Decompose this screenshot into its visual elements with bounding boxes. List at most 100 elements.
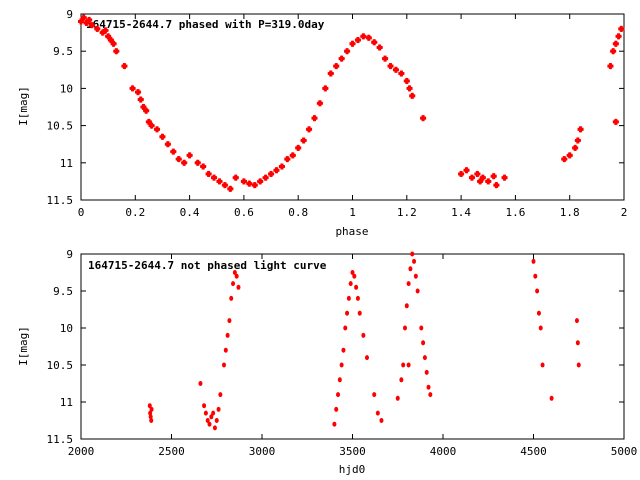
unphased-data-point [207,421,212,427]
phased-data-point [289,152,297,159]
phased-data-point [322,85,329,92]
unphased-data-point [402,325,407,331]
unphased-data-point [149,418,154,423]
unphased-data-point [404,303,409,309]
phased-data-point [406,85,413,92]
phased-data-point [186,152,193,159]
unphased-data-point [334,406,339,412]
phased-data-point [273,166,280,174]
unphased-data-point [205,418,210,423]
unphased-data-point [350,270,355,275]
unphased-y-tick-label: 11.5 [47,433,74,446]
phased-y-tick-label: 9 [66,8,73,21]
unphased-data-point [223,347,228,353]
unphased-data-point [410,251,415,257]
phased-data-point [609,47,617,55]
phased-data-point [566,152,573,159]
unphased-data-point [361,332,366,338]
phased-y-tick-label: 10.5 [47,120,74,133]
phased-data-point [392,66,400,74]
phased-data-point [251,181,259,189]
phased-data-point [338,55,345,62]
phased-data-point [316,100,324,107]
phased-data-point [360,33,367,40]
unphased-data-point [536,310,541,316]
unphased-data-point [148,414,153,420]
unphased-x-tick-label: 4000 [430,445,457,458]
unphased-x-tick-label: 3500 [339,445,366,458]
phased-data-point [354,36,362,44]
unphased-data-point [399,377,404,383]
phased-data-point [571,144,579,152]
unphased-data-point [149,406,154,412]
phased-y-tick-label: 9.5 [53,45,73,58]
unphased-data-point [426,384,431,390]
phased-data-point [278,163,286,170]
phased-data-point [408,92,416,100]
unphased-data-point [348,281,353,287]
phased-y-tick-label: 10 [60,82,73,95]
unphased-data-point [346,295,351,301]
phased-chart-title: 164715-2644.7 phased with P=319.0day [86,18,325,31]
phased-data-point [574,137,582,144]
phased-data-point [153,126,161,133]
unphased-data-point [357,310,362,316]
unphased-y-tick-label: 10.5 [47,359,74,372]
phased-data-point [240,178,248,185]
unphased-data-point [419,325,424,331]
phased-x-tick-label: 1.2 [397,206,417,219]
unphased-data-point [336,392,341,398]
unphased-chart-title: 164715-2644.7 not phased light curve [88,259,327,272]
phased-data-point [311,114,318,122]
phased-chart: 164715-2644.7 phased with P=319.0day pha… [17,8,627,238]
phased-data-point [142,107,150,114]
unphased-data-point [421,340,426,346]
phased-data-point [376,44,383,51]
phased-data-point [327,70,335,77]
unphased-y-tick-label: 9 [66,248,73,261]
phased-data-point [468,174,476,181]
phased-data-point [370,39,378,46]
phased-y-axis-label: I[mag] [17,86,30,126]
phased-x-axis-label: phase [335,225,368,238]
unphased-data-point [531,258,536,264]
phased-data-point [129,85,136,92]
unphased-data-point [415,288,420,294]
phased-data-point [300,137,307,144]
unphased-y-axis-label: I[mag] [17,326,30,366]
unphased-data-point [332,421,337,427]
unphased-data-point [364,355,369,361]
unphased-x-tick-label: 2000 [68,445,95,458]
unphased-data-point [227,318,232,324]
phased-data-point [615,33,622,40]
phased-data-point [561,155,568,163]
unphased-data-point [148,410,153,416]
phased-data-point [484,178,492,185]
phased-x-tick-label: 0.2 [125,206,145,219]
unphased-data-point [424,369,429,375]
phased-data-point [612,118,620,126]
unphased-x-tick-label: 5000 [611,445,638,458]
phased-data-point [294,144,302,152]
phased-data-point [490,172,497,180]
unphased-data-point [428,392,433,398]
unphased-x-axis-label: hjd0 [339,463,366,476]
unphased-x-tick-label: 2500 [158,445,185,458]
phased-data-point [164,140,172,148]
unphased-data-point [352,273,357,279]
phased-data-point [232,174,240,181]
unphased-data-point [574,318,579,324]
phased-x-tick-label: 0.8 [288,206,308,219]
phased-data-point [216,178,223,185]
unphased-data-point [231,281,236,287]
unphased-data-point [225,332,230,338]
phased-data-point [365,34,373,42]
unphased-data-point [212,425,217,431]
unphased-data-point [236,284,241,290]
phased-data-point [381,55,389,62]
phased-data-point [113,47,120,55]
phased-data-point [262,174,269,181]
phased-data-point [256,178,264,185]
phased-data-point [577,126,584,133]
